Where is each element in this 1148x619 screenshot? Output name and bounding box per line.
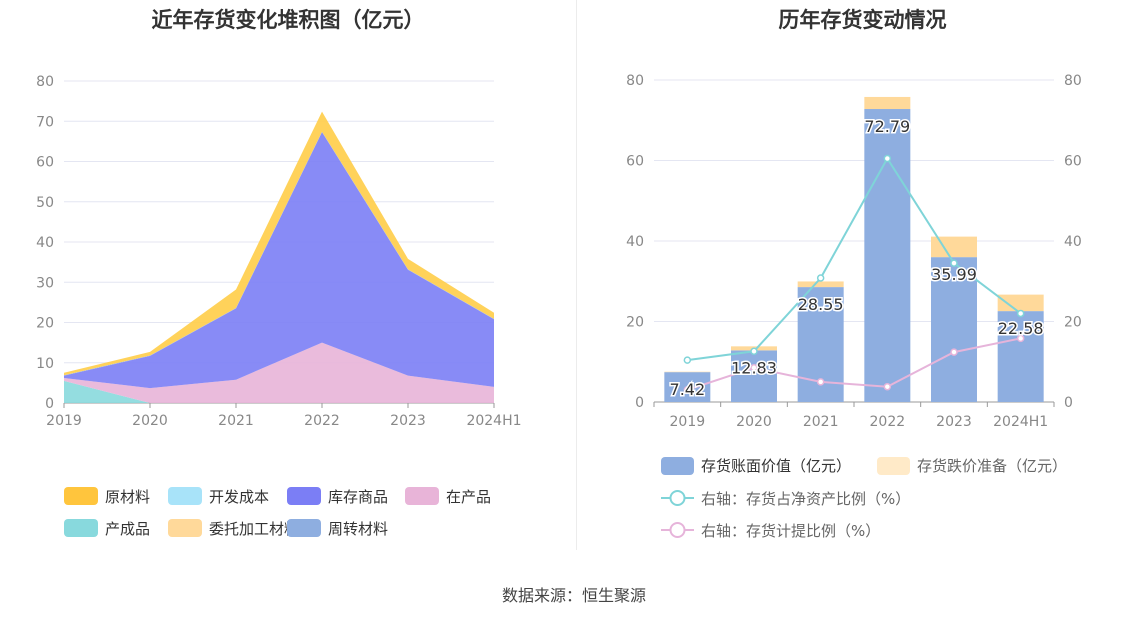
legend-label: 存货账面价值（亿元）	[701, 457, 851, 475]
legend-swatch	[405, 487, 439, 505]
line-provision-ratio	[686, 337, 1021, 391]
y-tick-label: 40	[36, 235, 54, 251]
bar-impairment-reserve	[864, 96, 911, 110]
y-right-tick-label: 40	[1064, 234, 1082, 250]
bar-impairment-reserve	[931, 236, 977, 258]
left-chart-title: 近年存货变化堆积图（亿元）	[151, 8, 425, 32]
y-tick-label: 30	[36, 275, 54, 291]
line-point	[816, 378, 825, 386]
legend-label: 存货跌价准备（亿元）	[917, 457, 1067, 475]
line-point	[683, 356, 692, 364]
legend-label: 周转材料	[328, 520, 388, 538]
bar-book-value	[731, 350, 777, 402]
bar-impairment-reserve	[797, 281, 844, 288]
legend-swatch	[168, 519, 202, 537]
legend-swatch	[877, 457, 910, 475]
line-point	[1016, 309, 1025, 318]
x-tick-label: 2020	[132, 413, 168, 429]
legend-swatch	[64, 487, 98, 505]
bar-book-value	[864, 109, 911, 402]
y-tick-label: 70	[36, 114, 54, 130]
legend-label: 右轴：存货计提比例（%）	[701, 522, 880, 540]
legend-label: 委托加工材料	[209, 520, 299, 538]
legend-label: 右轴：存货占净资产比例（%）	[701, 490, 910, 508]
line-point	[683, 386, 692, 394]
y-right-tick-label: 20	[1064, 315, 1082, 331]
legend-swatch	[64, 519, 98, 537]
y-left-tick-label: 20	[626, 315, 644, 331]
bar-value-label: 72.79	[864, 117, 910, 136]
area-series	[64, 132, 494, 389]
y-left-tick-label: 0	[635, 395, 644, 411]
y-tick-label: 10	[36, 356, 54, 372]
y-tick-label: 0	[45, 396, 54, 412]
legend-swatch	[287, 519, 321, 537]
legend-swatch	[168, 487, 202, 505]
legend-line-marker	[669, 490, 686, 506]
right-chart-title: 历年存货变动情况	[778, 8, 947, 32]
line-point	[750, 347, 758, 356]
area-series	[64, 380, 494, 403]
y-left-tick-label: 40	[626, 234, 644, 250]
x-tick-label: 2022	[870, 414, 906, 430]
stacked-area-chart-panel: 近年存货变化堆积图（亿元） 0 10 20 30 40 50 60 70 80 2019 2020 2…	[0, 0, 576, 550]
line-net-asset-ratio	[687, 156, 1022, 362]
line-point	[1016, 334, 1025, 343]
x-tick-label: 2020	[736, 414, 772, 430]
legend-label: 开发成本	[209, 488, 269, 506]
x-tick-label: 2021	[803, 414, 839, 430]
bar-value-label: 22.58	[998, 319, 1044, 338]
line-point	[950, 348, 958, 356]
bar-value-label: 28.55	[798, 295, 844, 314]
bar-value-label: 7.42	[670, 380, 706, 399]
bar-value-label: 12.83	[731, 358, 777, 377]
legend-label: 产成品	[105, 520, 150, 538]
line-point	[883, 382, 892, 391]
stacked-area-chart: 0 10 20 30 40 50 60 70 80 2019 2020 2021 2022 2023 202…	[36, 74, 521, 538]
x-tick-label: 2024H1	[466, 413, 521, 429]
y-left-tick-label: 80	[626, 73, 644, 89]
panel-divider	[576, 0, 577, 550]
y-right-tick-label: 60	[1064, 154, 1082, 170]
legend-swatch	[287, 487, 321, 505]
x-tick-label: 2019	[46, 413, 82, 429]
line-point	[816, 274, 825, 282]
x-tick-label: 2022	[304, 413, 340, 429]
x-tick-label: 2019	[670, 414, 706, 430]
line-point	[950, 259, 958, 267]
x-tick-label: 2024H1	[993, 414, 1048, 430]
bar-book-value	[931, 257, 977, 402]
inventory-bar-chart-panel: 历年存货变动情况 0 20 40 60 80 0 20 40 60 80 2019 2020 2021 2…	[577, 0, 1148, 550]
y-right-tick-label: 0	[1064, 395, 1073, 411]
y-tick-label: 20	[36, 316, 54, 332]
bar-value-label: 35.99	[931, 265, 977, 284]
x-tick-label: 2023	[936, 414, 972, 430]
data-source-note: 数据来源：恒生聚源	[501, 586, 646, 605]
y-left-tick-label: 60	[626, 154, 644, 170]
legend-label: 库存商品	[328, 488, 388, 506]
y-right-tick-label: 80	[1064, 73, 1082, 89]
y-tick-label: 50	[36, 195, 54, 211]
x-tick-label: 2021	[218, 413, 254, 429]
legend-line-marker	[669, 522, 686, 538]
legend-label: 原材料	[105, 488, 150, 506]
legend-swatch	[661, 457, 694, 475]
line-point	[883, 154, 892, 163]
y-tick-label: 80	[36, 74, 54, 90]
bar-book-value	[997, 311, 1044, 402]
legend-label: 在产品	[446, 488, 491, 506]
y-tick-label: 60	[36, 155, 54, 171]
x-tick-label: 2023	[390, 413, 426, 429]
inventory-bar-line-chart: 0 20 40 60 80 0 20 40 60 80 2019 2020 2021 2022 2023 20…	[626, 73, 1082, 540]
line-point	[750, 364, 758, 372]
bar-impairment-reserve	[997, 294, 1044, 312]
area-series	[64, 342, 494, 403]
